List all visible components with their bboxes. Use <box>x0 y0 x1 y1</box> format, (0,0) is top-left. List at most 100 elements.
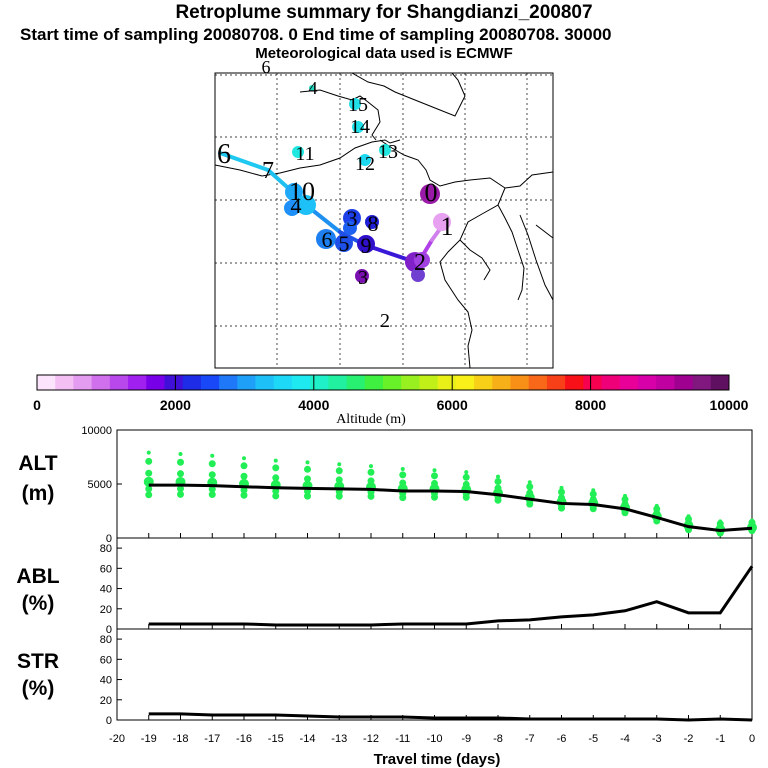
colorbar-swatch <box>474 375 493 390</box>
colorbar-swatch <box>619 375 639 390</box>
y-tick-label: 80 <box>100 634 112 646</box>
y-tick-label: 40 <box>100 584 112 596</box>
alt-plume-point <box>146 450 151 455</box>
coastline <box>519 214 554 301</box>
x-tick-label: -15 <box>268 733 284 745</box>
alt-plume-point <box>272 492 280 500</box>
colorbar-tick-label: 0 <box>33 397 41 413</box>
alt-plume-point <box>177 458 184 466</box>
alt-plume-point <box>462 473 470 481</box>
colorbar-swatch <box>692 375 712 390</box>
colorbar-label: Altitude (m) <box>336 412 406 427</box>
map-day-label: 0 <box>425 178 438 207</box>
colorbar-swatch <box>91 375 111 390</box>
alt-plume-point <box>432 468 437 473</box>
coastline <box>535 224 554 239</box>
alt-plume-point <box>208 460 216 468</box>
colorbar-swatch <box>237 375 257 390</box>
plume-dot <box>355 269 369 283</box>
alt-plume-point <box>399 479 407 487</box>
y-tick-label: 60 <box>100 654 112 666</box>
x-tick-label: -18 <box>173 733 189 745</box>
plume-dot <box>414 252 430 268</box>
y-tick-label: 60 <box>100 563 112 575</box>
alt-plume-point <box>653 505 661 513</box>
alt-plume-point <box>240 462 248 470</box>
alt-plume-point <box>400 466 405 471</box>
colorbar-tick-label: 4000 <box>298 397 329 413</box>
y-tick-label: 40 <box>100 675 112 687</box>
plume-dot <box>316 229 336 249</box>
coastline <box>504 171 554 189</box>
alt-plume-point <box>558 488 565 496</box>
map-day-label: 15 <box>348 94 368 116</box>
alt-plume-point <box>177 470 184 478</box>
alt-plume-point <box>494 484 502 492</box>
x-tick-label: -7 <box>525 733 535 745</box>
alt-plume-point <box>367 468 375 476</box>
alt-plume-point <box>654 503 659 508</box>
alt-plume-point <box>305 460 310 465</box>
colorbar-swatch <box>55 375 74 390</box>
alt-plume-point <box>240 472 248 480</box>
x-tick-label: -2 <box>684 733 694 745</box>
alt-plume-point <box>527 480 532 485</box>
y-tick-label: 0 <box>106 624 112 636</box>
alt-plume-point <box>145 457 153 465</box>
coastline <box>497 204 525 301</box>
map-day-label: 6 <box>262 57 271 77</box>
x-tick-label: -9 <box>461 733 471 745</box>
x-tick-label: -1 <box>715 733 725 745</box>
x-tick-label: -11 <box>395 733 410 745</box>
colorbar-swatch <box>164 375 184 390</box>
alt-plume-point <box>369 464 373 469</box>
x-tick-label: -5 <box>588 733 598 745</box>
alt-plume-point <box>210 453 215 458</box>
panel-frame <box>116 537 753 630</box>
x-tick-label: -16 <box>236 733 252 745</box>
plume-dot <box>292 146 304 158</box>
alt-plume-point <box>272 464 280 472</box>
coastline <box>214 139 401 177</box>
alt-plume-point <box>589 490 597 498</box>
x-tick-label: -17 <box>204 733 220 745</box>
map-day-label: 3 <box>358 267 368 289</box>
alt-plume-point <box>621 495 629 503</box>
y-tick-label: 20 <box>100 695 112 707</box>
coastline <box>299 89 381 141</box>
plume-dot <box>352 121 364 133</box>
x-tick-label: -14 <box>300 733 316 745</box>
alt-plume-point <box>526 483 534 491</box>
met-data-line: Meteorological data used is ECMWF <box>255 45 513 62</box>
plume-dot <box>379 144 391 156</box>
map-frame <box>214 72 554 369</box>
alt-plume-point <box>526 489 534 497</box>
plume-dot <box>285 183 303 201</box>
alt-plume-point <box>399 471 407 479</box>
plume-dot <box>349 98 361 110</box>
alt-plume-point <box>145 469 153 477</box>
alt-plume-point <box>750 518 754 523</box>
chart-title: Retroplume summary for Shangdianzi_20080… <box>175 2 593 23</box>
map-day-label: 2 <box>380 310 390 332</box>
alt-plume-point <box>145 491 153 499</box>
x-tick-label: -6 <box>557 733 567 745</box>
series-line-alt <box>148 483 753 532</box>
colorbar-swatch <box>637 375 657 390</box>
map-day-label: 4 <box>291 193 302 218</box>
plume-dot <box>357 235 375 253</box>
colorbar-swatch <box>73 375 93 390</box>
alt-plume-point <box>462 480 470 488</box>
panel-frame <box>116 628 753 721</box>
panel-abl: 0 20 40 60 80 ABL (%) <box>16 537 754 636</box>
map-day-label: 8 <box>368 211 379 236</box>
colorbar-swatch <box>601 375 621 390</box>
map-day-label: 11 <box>295 143 314 165</box>
alt-plume-point <box>273 458 278 463</box>
colorbar-swatch <box>419 375 439 390</box>
panel-ylabel: STR <box>17 650 59 673</box>
colorbar-swatch <box>109 375 129 390</box>
colorbar-swatch <box>583 375 603 390</box>
colorbar-swatch <box>492 375 511 390</box>
